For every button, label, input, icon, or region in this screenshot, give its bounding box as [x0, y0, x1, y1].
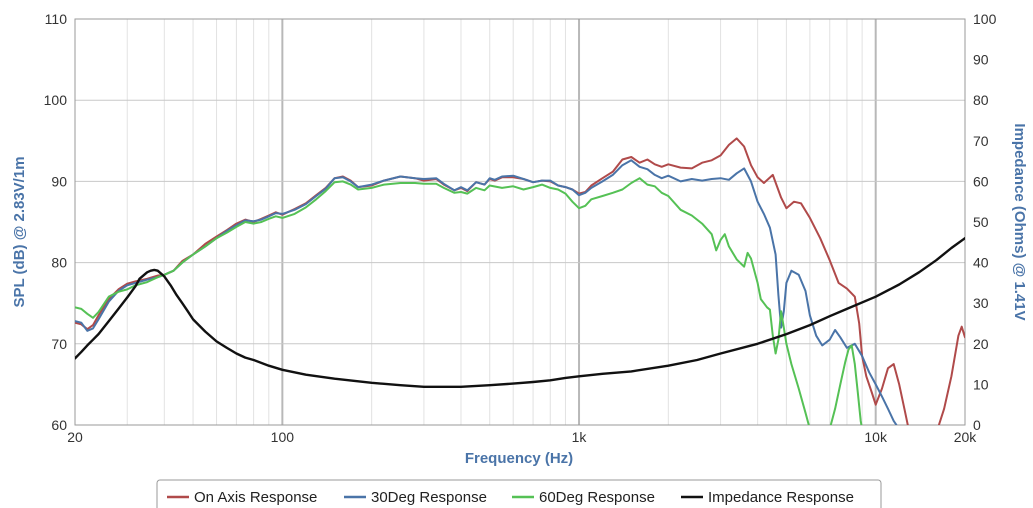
y2-tick-label: 60 — [973, 173, 989, 189]
y2-axis-title: Impedance (Ohms) @ 1.41V — [1011, 123, 1028, 320]
y-tick-label: 80 — [51, 255, 67, 271]
y2-tick-label: 100 — [973, 11, 997, 27]
series-line-2 — [75, 159, 898, 425]
y2-tick-label: 30 — [973, 295, 989, 311]
series-line-1 — [75, 137, 965, 425]
y2-tick-label: 20 — [973, 336, 989, 352]
plot-frame — [74, 18, 966, 426]
x-tick-label: 100 — [271, 429, 295, 445]
y2-tick-label: 80 — [973, 92, 989, 108]
x-axis-ticks: 20 100 1k 10k 20k — [67, 429, 977, 445]
grid-minor — [126, 19, 877, 425]
x-tick-label: 1k — [572, 429, 588, 445]
legend-label: 60Deg Response — [539, 489, 655, 506]
x-axis-title: Frequency (Hz) — [465, 450, 573, 467]
y-tick-label: 100 — [44, 92, 68, 108]
legend-box — [156, 479, 882, 508]
y2-tick-label: 70 — [973, 133, 989, 149]
x-tick-label: 20k — [954, 429, 978, 445]
y-tick-label: 70 — [51, 336, 67, 352]
legend-label: On Axis Response — [194, 489, 317, 506]
legend-items: On Axis Response 30Deg Response 60Deg Resp… — [167, 489, 854, 506]
y2-tick-label: 50 — [973, 214, 989, 230]
grid-major — [75, 19, 965, 425]
series-group — [75, 137, 965, 425]
x-tick-label: 20 — [67, 429, 83, 445]
y-tick-label: 110 — [45, 11, 68, 27]
legend: On Axis Response 30Deg Response 60Deg Resp… — [156, 479, 882, 508]
series-line-3 — [75, 177, 863, 425]
y-axis-title: SPL (dB) @ 2.83V/1m — [11, 156, 28, 307]
y2-axis-ticks: 0 10 20 30 40 50 60 70 80 90 100 — [973, 11, 997, 433]
y-axis-ticks: 60 70 80 90 100 110 — [44, 11, 68, 433]
y2-tick-label: 40 — [973, 255, 989, 271]
y-tick-label: 60 — [51, 417, 67, 433]
y2-tick-label: 0 — [973, 417, 981, 433]
legend-label: Impedance Response — [708, 489, 854, 506]
series-line-4 — [75, 237, 965, 388]
y-tick-label: 90 — [51, 173, 67, 189]
y2-tick-label: 10 — [973, 376, 989, 392]
x-tick-label: 10k — [864, 429, 888, 445]
legend-label: 30Deg Response — [371, 489, 487, 506]
y2-tick-label: 90 — [973, 52, 989, 68]
